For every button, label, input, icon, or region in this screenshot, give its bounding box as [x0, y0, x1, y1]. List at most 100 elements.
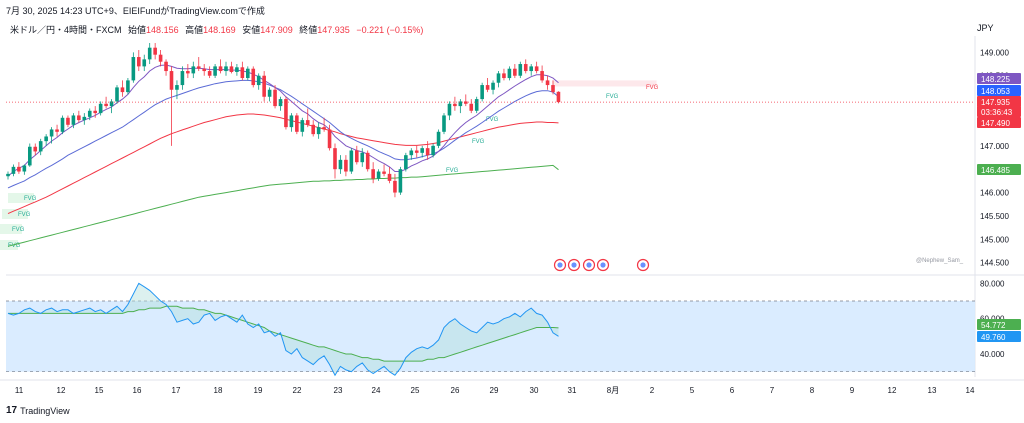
- candle-body: [175, 85, 179, 90]
- x-tick-label: 6: [730, 386, 735, 395]
- candle-body: [453, 103, 457, 107]
- candle-body: [305, 120, 310, 125]
- rsi-fill-area: [8, 283, 559, 376]
- x-tick-label: 23: [334, 386, 343, 395]
- fvg-label: FVG: [606, 94, 619, 100]
- ma-slow-line: [7, 113, 559, 215]
- high-value: 148.169: [203, 25, 236, 35]
- close-label: 終値: [299, 25, 318, 35]
- price-tick-label: 145.500: [980, 212, 1009, 221]
- candle-body: [382, 171, 386, 174]
- candle-body: [202, 68, 206, 72]
- rsi-tick-label: 80.000: [980, 279, 1005, 288]
- symbol-label: 米ドル／円・4時間・FXCM: [10, 25, 122, 35]
- candle-body: [87, 110, 92, 117]
- fvg-label: FVG: [12, 227, 25, 233]
- candle-body: [17, 166, 21, 172]
- tradingview-logo-icon: 17: [6, 405, 18, 416]
- x-tick-label: 5: [690, 386, 695, 395]
- low-value: 147.909: [260, 25, 293, 35]
- candle-body: [316, 127, 321, 135]
- fvg-label: FVG: [472, 139, 485, 145]
- x-tick-label: 25: [411, 386, 420, 395]
- rsi-ma-line: [8, 305, 559, 362]
- candle-body: [322, 127, 326, 130]
- candle-body: [523, 64, 528, 72]
- candle-body: [66, 117, 70, 125]
- candle-body: [246, 68, 250, 79]
- candle-body: [142, 59, 147, 67]
- x-tick-label: 31: [568, 386, 577, 395]
- candle-body: [371, 169, 375, 179]
- candle-body: [442, 115, 446, 132]
- candle-body: [158, 54, 163, 62]
- candle-body: [295, 115, 299, 132]
- economic-event-icon-inner: [640, 262, 646, 268]
- candle-body: [485, 85, 490, 90]
- candle-body: [6, 173, 10, 177]
- price-tag-label: 146.485: [981, 166, 1010, 175]
- price-tick-label: 149.000: [980, 48, 1009, 57]
- candle-body: [311, 124, 315, 135]
- candle-body: [447, 103, 452, 116]
- tradingview-name: TradingView: [20, 405, 70, 416]
- candle-body: [278, 99, 283, 107]
- candle-body: [235, 67, 239, 72]
- candle-body: [540, 71, 544, 81]
- x-tick-label: 22: [293, 386, 302, 395]
- price-tag: [977, 85, 1021, 96]
- economic-event-icon-inner: [600, 262, 606, 268]
- candle-body: [191, 66, 196, 74]
- candle-body: [376, 171, 381, 179]
- candle-body: [33, 146, 38, 152]
- price-tag: [977, 117, 1021, 128]
- candle-body: [196, 66, 201, 69]
- candle-body: [300, 120, 305, 132]
- candle-body: [137, 57, 141, 67]
- candle-body: [164, 61, 168, 72]
- fvg-bullish-zone: [2, 209, 28, 219]
- candle-body: [147, 47, 152, 60]
- candle-body: [120, 87, 125, 93]
- candle-body: [464, 101, 468, 104]
- candle-body: [496, 73, 501, 83]
- x-tick-label: 26: [451, 386, 460, 395]
- x-tick-label: 7: [770, 386, 775, 395]
- candle-body: [344, 159, 348, 172]
- tradingview-branding[interactable]: 17 TradingView: [6, 405, 70, 416]
- high-label: 高値: [185, 25, 204, 35]
- candle-body: [262, 75, 266, 97]
- open-value: 148.156: [146, 25, 179, 35]
- fvg-label: FVG: [486, 117, 499, 123]
- candle-body: [131, 57, 136, 81]
- fvg-bullish-zone: [0, 240, 18, 250]
- candle-body: [404, 155, 408, 170]
- fvg-label: FVG: [18, 212, 31, 218]
- x-tick-label: 17: [172, 386, 181, 395]
- price-tag-label: 148.225: [981, 75, 1010, 84]
- candle-body: [480, 85, 484, 100]
- candle-body: [224, 66, 228, 72]
- candle-body: [355, 150, 359, 163]
- candle-body: [338, 159, 343, 170]
- x-tick-label: 18: [214, 386, 223, 395]
- candle-body: [425, 148, 430, 156]
- candle-body: [186, 71, 190, 74]
- candle-body: [213, 66, 217, 76]
- candle-body: [360, 152, 365, 163]
- economic-event-icon-inner: [571, 262, 577, 268]
- candle-body: [529, 66, 533, 72]
- candle-body: [55, 129, 59, 132]
- candle-body: [327, 129, 332, 149]
- x-tick-label: 16: [133, 386, 142, 395]
- chart-header: 7月 30, 2025 14:23 UTC+9、EIEIFundがTrading…: [6, 6, 265, 16]
- candle-body: [60, 117, 65, 132]
- price-tag: [977, 96, 1021, 107]
- candle-body: [28, 146, 32, 166]
- x-tick-label: 19: [254, 386, 263, 395]
- price-tag-label: 147.935: [981, 98, 1010, 107]
- candle-body: [556, 91, 561, 103]
- candle-body: [251, 68, 256, 86]
- candle-body: [38, 141, 43, 152]
